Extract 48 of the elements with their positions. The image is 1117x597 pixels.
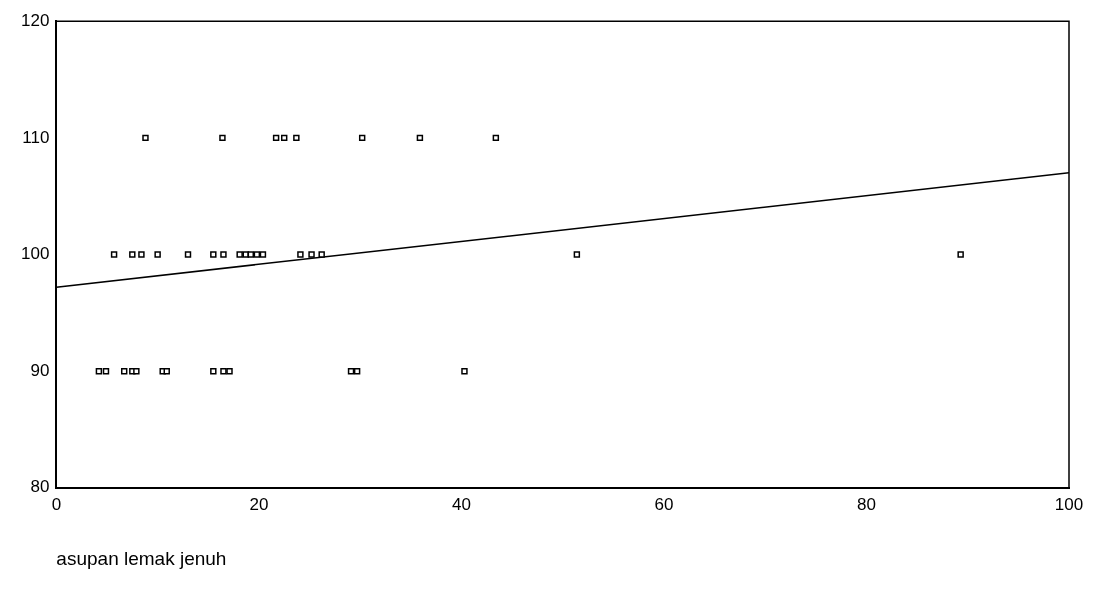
point xyxy=(110,251,118,258)
point xyxy=(492,134,500,142)
x-tick-label: 20 xyxy=(249,494,269,514)
point xyxy=(318,251,325,258)
point xyxy=(219,134,226,142)
point xyxy=(280,134,288,142)
x-tick-label: 80 xyxy=(857,494,876,514)
point xyxy=(297,251,304,258)
point xyxy=(184,251,192,258)
y-tick-label: 120 xyxy=(20,10,50,30)
point xyxy=(247,251,255,258)
point xyxy=(358,134,366,142)
y-tick-label: 90 xyxy=(30,360,50,380)
point xyxy=(220,367,227,375)
point xyxy=(308,251,315,258)
point xyxy=(142,134,149,142)
point xyxy=(461,367,468,375)
x-axis-title: asupan lemak jenuh xyxy=(56,547,227,569)
x-tick-label: 40 xyxy=(451,494,471,514)
point xyxy=(210,251,217,258)
point xyxy=(416,134,424,142)
point xyxy=(353,367,361,375)
point xyxy=(259,251,267,258)
point xyxy=(102,367,110,375)
point xyxy=(272,134,280,142)
y-tick-label: 80 xyxy=(30,477,50,497)
point xyxy=(347,367,355,375)
point xyxy=(133,367,140,375)
point xyxy=(120,367,128,375)
point xyxy=(163,367,170,375)
point xyxy=(253,251,261,258)
point xyxy=(226,367,233,375)
point xyxy=(95,367,103,375)
point xyxy=(129,251,136,258)
point xyxy=(138,251,145,258)
point xyxy=(293,134,300,142)
point xyxy=(236,251,243,258)
point xyxy=(573,251,581,258)
point xyxy=(242,251,249,258)
point xyxy=(154,251,161,258)
x-tick-label: 60 xyxy=(654,494,674,514)
x-tick-label: 0 xyxy=(51,494,62,514)
point xyxy=(957,251,964,258)
x-tick-label: 100 xyxy=(1054,494,1084,514)
point xyxy=(210,367,217,375)
point xyxy=(220,251,227,258)
y-tick-label: 110 xyxy=(22,127,50,147)
y-tick-label: 100 xyxy=(20,244,50,264)
